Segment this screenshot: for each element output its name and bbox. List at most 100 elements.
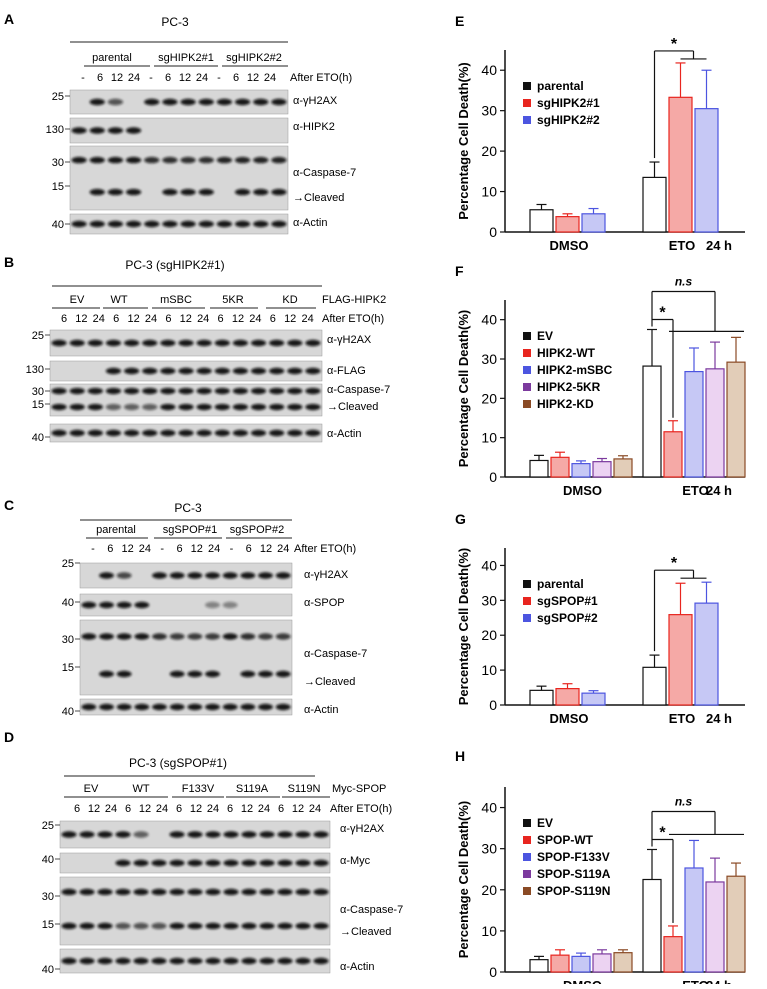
band-label: α-γH2AX [340,823,385,835]
blot-strip [49,383,323,417]
blot-cell-line: PC-3 (sgHIPK2#1) [125,258,224,272]
bar [668,614,693,706]
band [250,367,267,375]
chart-g: G 0 10 20 30 40 Percentage Cell Death(%) DMSO ET… [455,511,745,726]
lane-label: 24 [207,803,219,815]
band [99,703,114,711]
band [258,703,273,711]
band [205,703,220,711]
band [295,957,311,965]
significance-label: * [659,305,666,322]
band [269,367,285,375]
legend-label: sgHIPK2#2 [537,113,600,127]
y-tick-label: 0 [489,697,497,713]
band [214,387,230,395]
band [178,387,194,395]
y-tick-label: 10 [481,923,497,939]
band [275,572,291,579]
band [196,339,212,347]
band-label: →Cleaved [304,676,355,688]
band [205,633,220,640]
lane-label: 6 [113,313,119,325]
bar [684,370,704,478]
band [187,670,203,678]
chart-h: H 0 10 20 30 40 Percentage Cell Death(%) DMSO ET… [455,748,746,989]
blot-group-label: parental [92,52,132,64]
tag-caption: Myc-SPOP [332,783,386,795]
band [151,957,167,965]
band [89,188,105,196]
band [198,156,214,164]
band [287,429,303,437]
band-label: α-Caspase-7 [327,384,390,396]
panel-letter: C [4,497,14,513]
band [295,922,311,930]
lane-label: 24 [196,72,208,84]
blot-strip [59,948,331,974]
bar-charts: E 0 10 20 30 40 Percentage Cell Death(%) DMSO ET… [455,13,746,989]
band [116,703,132,711]
band [162,98,178,106]
band [61,888,77,896]
band [258,670,273,678]
band [107,188,124,196]
band [87,429,103,437]
legend-label: sgSPOP#2 [537,611,598,625]
band [271,220,287,228]
band-label: α-SPOP [304,597,345,609]
lane-label: 6 [233,72,239,84]
band [61,831,77,838]
lane-label: 12 [292,803,304,815]
band [123,367,140,375]
tag-caption: FLAG-HIPK2 [322,294,386,306]
band [180,188,196,196]
band [232,339,249,347]
band [105,339,122,347]
legend-swatch [523,836,531,844]
band [313,831,329,838]
band [160,403,176,411]
mw-marker: 15 [62,662,74,674]
mw-marker: 15 [52,181,64,193]
band [214,367,230,375]
y-tick-label: 40 [481,62,497,78]
band [269,339,285,347]
legend-swatch [523,349,531,357]
band [196,387,212,395]
band [187,859,203,867]
bar [571,463,591,478]
mw-marker: 40 [62,706,74,718]
band [87,339,103,347]
band [223,831,239,838]
band [187,633,203,640]
band [105,429,122,437]
band [81,703,97,711]
bar [592,461,612,478]
y-axis-label: Percentage Cell Death(%) [456,548,471,706]
lane-label: 12 [127,313,139,325]
bar [529,209,554,233]
y-tick-label: 20 [481,882,497,898]
legend: parental sgHIPK2#1 sgHIPK2#2 [523,79,600,127]
lane-label: 6 [165,72,171,84]
band [133,922,149,930]
band [151,922,167,930]
blot-group-label: S119A [236,783,269,795]
band [99,633,114,640]
band [169,859,185,867]
blot-group-label: parental [96,524,136,536]
band [253,98,269,106]
legend-label: HIPK2-WT [537,346,596,360]
y-tick-label: 30 [481,841,497,857]
x-category-label: ETO [682,483,709,498]
band [89,156,105,164]
band [180,98,196,106]
band [287,339,303,347]
band [169,888,185,896]
legend: EV SPOP-WT SPOP-F133V SPOP-S119A SPOP-S119N [523,816,611,898]
band [71,220,87,228]
band [144,156,160,164]
band [180,156,196,164]
blot-strip [79,593,293,617]
lane-caption: After ETO(h) [322,313,384,325]
